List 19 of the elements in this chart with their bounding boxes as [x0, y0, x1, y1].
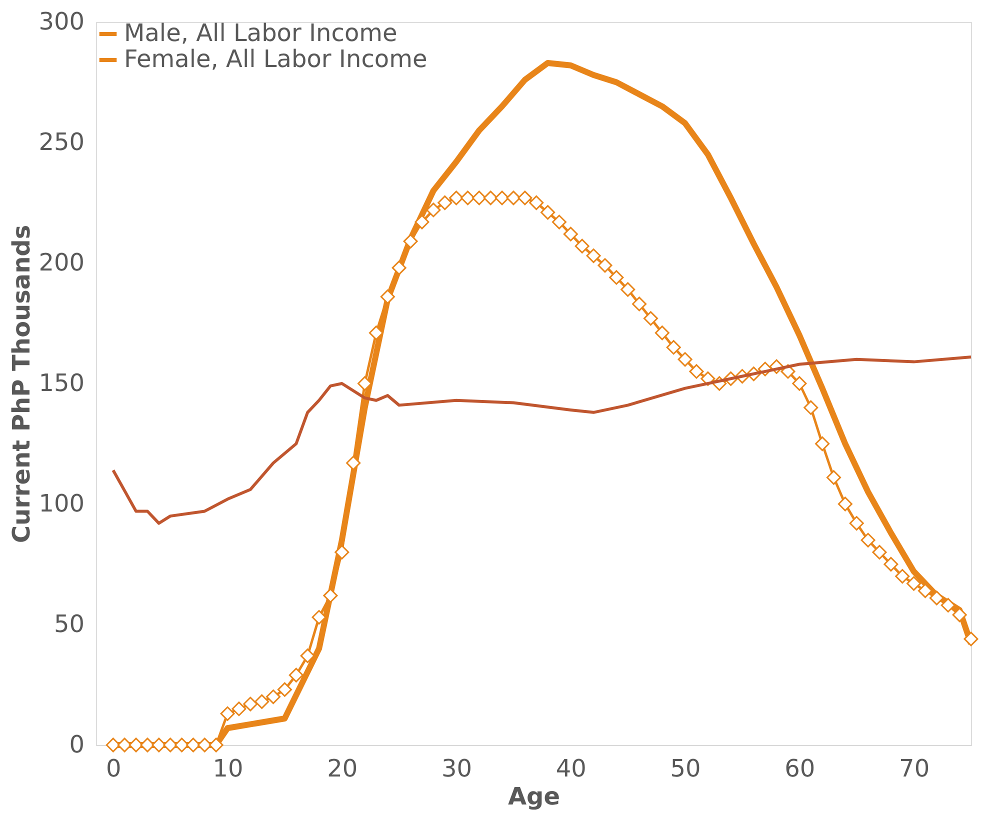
x-tick-label: 10 [212, 754, 244, 782]
x-tick-label: 50 [670, 754, 701, 782]
y-axis-title: Current PhP Thousands [8, 224, 36, 544]
y-tick-label: 300 [38, 8, 84, 36]
y-tick-label: 200 [38, 248, 84, 276]
y-tick-label: 0 [69, 730, 84, 758]
x-axis-title: Age [508, 782, 560, 810]
legend-label: Female, All Labor Income [124, 45, 428, 73]
x-tick-label: 20 [327, 754, 358, 782]
x-tick-label: 60 [784, 754, 816, 782]
y-tick-label: 250 [38, 128, 84, 156]
legend-label: Male, All Labor Income [124, 19, 398, 47]
x-tick-label: 30 [442, 754, 472, 782]
x-tick-label: 0 [106, 754, 122, 782]
y-tick-label: 150 [38, 369, 84, 397]
x-tick-label: 70 [899, 754, 930, 782]
y-tick-label: 100 [38, 490, 84, 518]
x-tick-label: 40 [556, 754, 586, 782]
y-tick-label: 50 [54, 610, 84, 638]
